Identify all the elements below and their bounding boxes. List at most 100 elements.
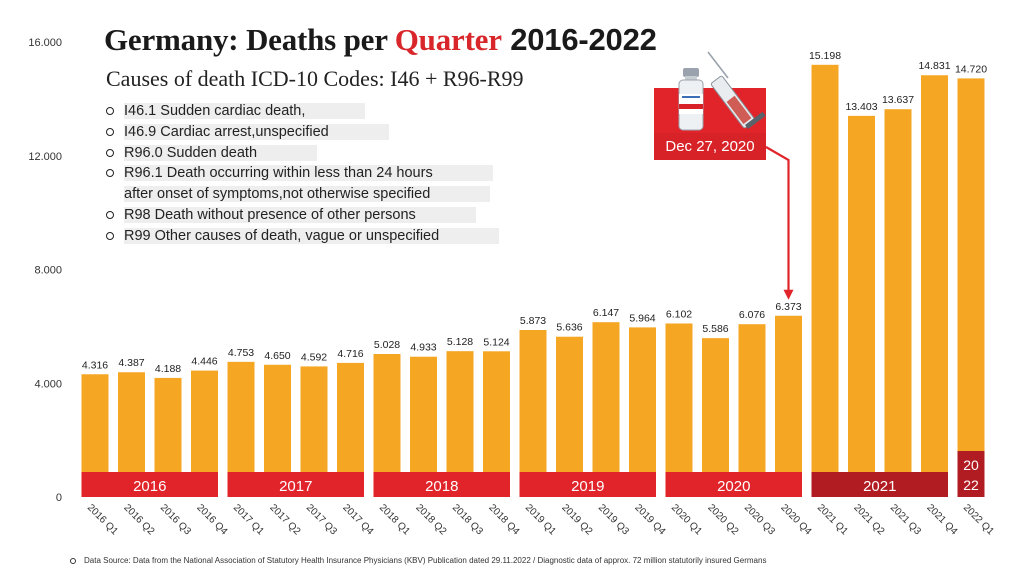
- year-band: [665, 472, 802, 497]
- bar: [921, 75, 948, 497]
- bar-value-label: 5.028: [374, 339, 400, 351]
- code-item: R96.1 Death occurring within less than 2…: [104, 163, 499, 184]
- year-band: [227, 472, 364, 497]
- bar-value-label: 4.753: [228, 347, 254, 359]
- x-tick-label: 2019 Q3: [596, 502, 631, 537]
- y-tick-label: 0: [56, 492, 62, 504]
- bar-value-label: 4.446: [191, 356, 217, 368]
- chart-title: Germany: Deaths per Quarter 2016-2022: [104, 22, 657, 57]
- year-band: [519, 472, 656, 497]
- bar: [592, 322, 620, 497]
- x-tick-label: 2017 Q4: [340, 502, 375, 537]
- bar-value-label: 5.636: [556, 322, 582, 334]
- code-item: R99 Other causes of death, vague or unsp…: [104, 226, 500, 247]
- bar-value-label: 4.592: [301, 351, 327, 363]
- x-tick-label: 2020 Q2: [705, 502, 740, 537]
- x-tick-label: 2018 Q3: [450, 502, 485, 537]
- x-tick-label: 2019 Q4: [632, 502, 667, 537]
- year-band: [373, 472, 510, 497]
- annotation-arrow: [765, 146, 790, 292]
- year-band: [811, 472, 948, 497]
- bar-value-label: 15.198: [809, 50, 841, 62]
- chart-subtitle: Causes of death ICD-10 Codes: I46 + R96-…: [106, 66, 524, 91]
- year-band-label: 2016: [133, 478, 166, 495]
- x-tick-label: 2017 Q3: [304, 502, 339, 537]
- bar-value-label: 14.831: [918, 60, 950, 72]
- arrow-head-icon: [783, 289, 794, 300]
- code-item-continuation: after onset of symptoms,not otherwise sp…: [104, 184, 499, 205]
- year-band-label: 2020: [717, 478, 750, 495]
- bar-value-label: 5.124: [483, 336, 509, 348]
- bar-value-label: 6.373: [775, 301, 801, 313]
- code-item: R96.0 Sudden death: [104, 143, 499, 164]
- bar-value-label: 13.637: [882, 94, 914, 106]
- year-band-label: 2021: [863, 478, 896, 495]
- x-tick-label: 2019 Q2: [559, 502, 594, 537]
- bar: [665, 323, 693, 497]
- x-tick-label: 2021 Q3: [888, 502, 923, 537]
- x-tick-label: 2021 Q1: [815, 502, 850, 537]
- year-band-label: 2018: [425, 478, 458, 495]
- code-item: I46.9 Cardiac arrest,unspecified: [104, 122, 499, 143]
- year-band-label: 22: [963, 477, 979, 493]
- y-tick-label: 16.000: [28, 37, 62, 49]
- bar-value-label: 4.316: [82, 359, 108, 371]
- bar: [629, 327, 656, 497]
- x-tick-label: 2017 Q1: [231, 502, 266, 537]
- y-tick-label: 12.000: [28, 151, 62, 163]
- x-tick-label: 2016 Q2: [121, 502, 156, 537]
- bar-value-label: 5.873: [520, 315, 546, 327]
- x-tick-label: 2017 Q2: [267, 502, 302, 537]
- y-tick-label: 4.000: [34, 378, 62, 390]
- bar: [848, 115, 875, 498]
- x-tick-label: 2021 Q2: [851, 502, 886, 537]
- bar: [884, 109, 912, 497]
- code-item: R98 Death without presence of other pers…: [104, 205, 499, 226]
- bar-value-label: 6.102: [666, 308, 692, 320]
- bar-value-label: 6.076: [739, 309, 765, 321]
- bar-value-label: 5.128: [447, 336, 473, 348]
- x-tick-label: 2016 Q3: [158, 502, 193, 537]
- bar: [775, 315, 802, 497]
- x-tick-label: 2018 Q4: [486, 502, 521, 537]
- year-band-label: 20: [963, 457, 979, 473]
- bar-value-label: 4.650: [264, 350, 290, 362]
- bar: [738, 324, 766, 497]
- x-tick-label: 2020 Q1: [669, 502, 704, 537]
- bar: [702, 338, 729, 497]
- year-band-label: 2019: [571, 478, 604, 495]
- x-tick-label: 2020 Q4: [778, 502, 813, 537]
- x-tick-label: 2018 Q2: [413, 502, 448, 537]
- bar: [811, 64, 839, 497]
- x-tick-label: 2018 Q1: [377, 502, 412, 537]
- syringe-icon: [707, 51, 766, 130]
- icd-code-list: I46.1 Sudden cardiac death, I46.9 Cardia…: [104, 101, 500, 247]
- bar-value-label: 5.586: [702, 323, 728, 335]
- x-tick-label: 2022 Q1: [961, 502, 996, 537]
- x-tick-label: 2020 Q3: [742, 502, 777, 537]
- bar: [556, 336, 583, 497]
- bar-value-label: 4.933: [410, 342, 436, 354]
- x-tick-label: 2019 Q1: [523, 502, 558, 537]
- bar-value-label: 5.964: [629, 312, 655, 324]
- code-item: I46.1 Sudden cardiac death,: [104, 101, 499, 122]
- year-band: [957, 451, 985, 497]
- bar-value-label: 14.720: [955, 63, 987, 75]
- bar-value-label: 6.147: [593, 307, 619, 319]
- bar: [957, 78, 985, 498]
- bar: [519, 329, 547, 497]
- bar-value-label: 4.716: [337, 348, 363, 360]
- y-tick-label: 8.000: [34, 265, 62, 277]
- annotation-date-label: Dec 27, 2020: [654, 133, 766, 160]
- vaccine-vial-icon: [678, 68, 704, 131]
- source-note: Data Source: Data from the National Asso…: [70, 556, 766, 565]
- vaccine-annotation: Dec 27, 2020: [654, 51, 766, 160]
- bar-value-label: 13.403: [845, 101, 877, 113]
- year-band-label: 2017: [279, 478, 312, 495]
- bar-value-label: 4.188: [155, 363, 181, 375]
- x-tick-label: 2016 Q1: [85, 502, 120, 537]
- year-band: [81, 472, 218, 497]
- x-tick-label: 2016 Q4: [194, 502, 229, 537]
- bar-value-label: 4.387: [118, 357, 144, 369]
